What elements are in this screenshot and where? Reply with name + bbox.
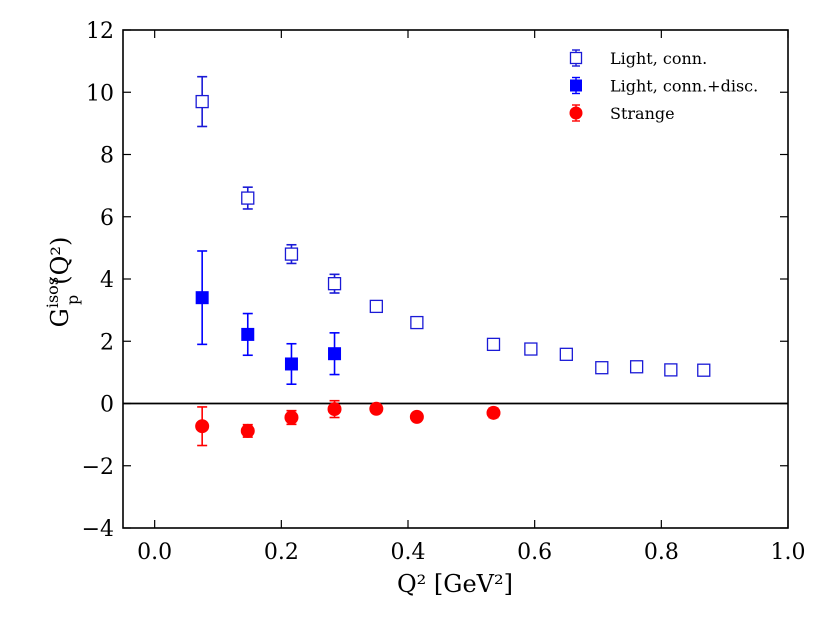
y-tick-label: −4 xyxy=(82,517,114,542)
plot-background xyxy=(123,30,788,528)
legend: Light, conn. Light, conn.+disc. Strange xyxy=(569,49,758,123)
x-tick-label: 1.0 xyxy=(771,540,806,565)
data-point xyxy=(195,291,209,305)
data-point xyxy=(629,360,644,374)
data-point xyxy=(195,94,209,109)
y-axis-title-sup: isos xyxy=(43,277,62,308)
data-point xyxy=(664,363,678,377)
legend-label: Strange xyxy=(610,104,675,123)
data-point xyxy=(328,347,342,361)
data-point xyxy=(369,299,383,314)
series-3 xyxy=(195,399,501,447)
legend-label: Light, conn.+disc. xyxy=(610,77,758,96)
data-point xyxy=(595,361,609,375)
data-point xyxy=(284,410,299,425)
data-point xyxy=(486,405,501,420)
y-tick-label: −2 xyxy=(82,455,114,480)
tick-layer: 0.0 0.2 0.4 0.6 0.8 1.0 −4 −2 0 2 4 6 8 10 12 xyxy=(82,19,806,565)
data-point xyxy=(241,327,255,341)
legend-item-1: Light, conn. xyxy=(569,49,707,68)
legend-label: Light, conn. xyxy=(610,49,707,68)
series-2 xyxy=(195,250,342,386)
y-axis-title-tail: (Q²) xyxy=(46,237,74,285)
data-point xyxy=(409,409,424,424)
x-tick-label: 0.2 xyxy=(264,540,299,565)
plot-area xyxy=(123,30,788,528)
data-point xyxy=(195,419,210,434)
data-point xyxy=(410,315,424,330)
data-point xyxy=(327,277,342,291)
x-tick-label: 0.8 xyxy=(644,540,679,565)
y-axis-title: Gisosp (Q²) xyxy=(43,237,82,328)
y-tick-label: 12 xyxy=(86,19,114,44)
x-tick-label: 0.6 xyxy=(517,540,552,565)
y-tick-label: 2 xyxy=(100,330,114,355)
data-point xyxy=(486,337,501,352)
data-point xyxy=(559,347,573,361)
legend-marker xyxy=(570,79,582,92)
data-point xyxy=(284,357,298,371)
data-point xyxy=(241,191,255,205)
y-axis-title-main: G xyxy=(46,308,74,327)
y-tick-label: 6 xyxy=(100,206,114,231)
x-tick-label: 0.4 xyxy=(391,540,426,565)
series-layer xyxy=(195,75,711,447)
data-point xyxy=(327,402,342,417)
y-tick-label: 0 xyxy=(100,393,114,418)
data-point xyxy=(369,401,384,416)
legend-marker xyxy=(569,106,583,120)
y-tick-label: 4 xyxy=(100,268,114,293)
legend-marker xyxy=(569,51,583,65)
series-1 xyxy=(195,75,711,377)
data-point xyxy=(240,423,255,438)
y-axis-title-sub: p xyxy=(63,295,82,305)
y-tick-label: 8 xyxy=(100,144,114,169)
legend-item-3: Strange xyxy=(569,104,675,123)
x-tick-label: 0.0 xyxy=(137,540,172,565)
data-point xyxy=(524,342,538,356)
legend-item-2: Light, conn.+disc. xyxy=(570,77,758,96)
data-point xyxy=(697,363,711,377)
data-point xyxy=(284,247,299,261)
x-axis-title: Q² [GeV²] xyxy=(397,570,513,598)
y-tick-label: 10 xyxy=(86,81,114,106)
